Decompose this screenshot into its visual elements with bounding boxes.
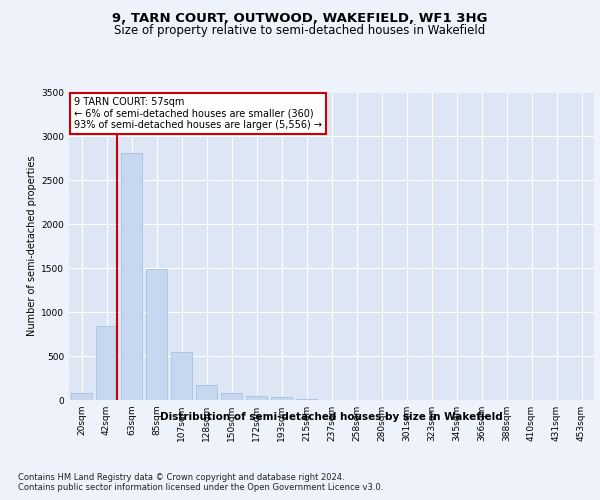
Bar bbox=[271, 398, 292, 400]
Bar bbox=[146, 269, 167, 400]
Y-axis label: Number of semi-detached properties: Number of semi-detached properties bbox=[27, 156, 37, 336]
Text: 9 TARN COURT: 57sqm
← 6% of semi-detached houses are smaller (360)
93% of semi-d: 9 TARN COURT: 57sqm ← 6% of semi-detache… bbox=[74, 97, 322, 130]
Bar bbox=[221, 393, 242, 400]
Bar bbox=[296, 399, 317, 400]
Text: Distribution of semi-detached houses by size in Wakefield: Distribution of semi-detached houses by … bbox=[160, 412, 503, 422]
Text: Contains public sector information licensed under the Open Government Licence v3: Contains public sector information licen… bbox=[18, 484, 383, 492]
Bar bbox=[171, 352, 192, 400]
Bar bbox=[196, 384, 217, 400]
Text: 9, TARN COURT, OUTWOOD, WAKEFIELD, WF1 3HG: 9, TARN COURT, OUTWOOD, WAKEFIELD, WF1 3… bbox=[112, 12, 488, 26]
Bar bbox=[71, 393, 92, 400]
Bar bbox=[246, 396, 267, 400]
Text: Size of property relative to semi-detached houses in Wakefield: Size of property relative to semi-detach… bbox=[115, 24, 485, 37]
Text: Contains HM Land Registry data © Crown copyright and database right 2024.: Contains HM Land Registry data © Crown c… bbox=[18, 472, 344, 482]
Bar bbox=[121, 153, 142, 400]
Bar bbox=[96, 326, 117, 400]
